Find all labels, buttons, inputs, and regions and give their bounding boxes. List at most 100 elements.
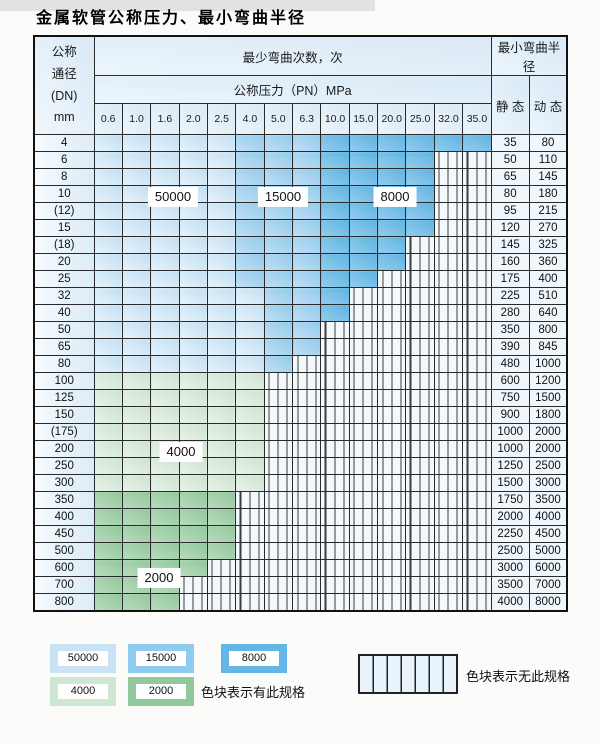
spec-cell bbox=[320, 236, 350, 254]
spec-cell bbox=[93, 474, 123, 492]
pressure-column-header: 5.0 bbox=[263, 103, 294, 135]
spec-cell bbox=[462, 253, 492, 271]
spec-cell bbox=[206, 270, 237, 288]
spec-cell bbox=[206, 389, 237, 407]
spec-cell bbox=[320, 355, 350, 373]
page-title: 金属软管公称压力、最小弯曲半径 bbox=[36, 10, 307, 27]
spec-cell bbox=[93, 304, 123, 322]
spec-cell bbox=[348, 389, 379, 407]
spec-cell bbox=[178, 355, 208, 373]
corner-line3: (DN) bbox=[51, 88, 78, 103]
spec-cell bbox=[348, 321, 379, 339]
spec-cell bbox=[150, 270, 180, 288]
spec-cell bbox=[433, 321, 464, 339]
spec-cell bbox=[93, 406, 123, 424]
spec-cell bbox=[178, 270, 208, 288]
corner-line2: 通径 bbox=[51, 66, 77, 81]
spec-cell bbox=[235, 304, 265, 322]
spec-cell bbox=[93, 491, 123, 509]
static-radius-cell: 1250 bbox=[490, 457, 530, 475]
spec-cell bbox=[93, 559, 123, 577]
table-row: (18) 145 325 bbox=[33, 236, 568, 254]
spec-cell bbox=[121, 372, 152, 390]
spec-cell bbox=[348, 559, 379, 577]
spec-cell bbox=[150, 304, 180, 322]
spec-cell bbox=[263, 372, 294, 390]
dynamic-radius-cell: 1000 bbox=[528, 355, 568, 373]
spec-cell bbox=[150, 423, 180, 441]
spec-cell bbox=[377, 236, 407, 254]
spec-cell bbox=[320, 304, 350, 322]
dynamic-radius-cell: 8000 bbox=[528, 593, 568, 611]
spec-cell bbox=[178, 236, 208, 254]
dn-cell: 400 bbox=[33, 508, 95, 526]
spec-cell bbox=[235, 576, 265, 594]
spec-cell bbox=[348, 576, 379, 594]
static-radius-cell: 2000 bbox=[490, 508, 530, 526]
spec-cell bbox=[462, 440, 492, 458]
legend-box-2000: 2000 bbox=[128, 677, 194, 706]
spec-cell bbox=[206, 236, 237, 254]
pressure-column-header: 2.5 bbox=[206, 103, 237, 135]
spec-cell bbox=[178, 151, 208, 169]
spec-cell bbox=[292, 168, 322, 186]
spec-cell bbox=[405, 321, 435, 339]
spec-cell bbox=[292, 270, 322, 288]
spec-cell bbox=[320, 542, 350, 560]
static-radius-cell: 900 bbox=[490, 406, 530, 424]
spec-cell bbox=[377, 525, 407, 543]
dynamic-column-header: 动 态 bbox=[528, 75, 568, 135]
dn-cell: 500 bbox=[33, 542, 95, 560]
spec-cell bbox=[292, 321, 322, 339]
spec-cell bbox=[121, 168, 152, 186]
spec-cell bbox=[121, 321, 152, 339]
dn-cell: 700 bbox=[33, 576, 95, 594]
spec-cell bbox=[121, 287, 152, 305]
spec-cell bbox=[348, 525, 379, 543]
spec-cell bbox=[377, 168, 407, 186]
spec-cell bbox=[377, 219, 407, 237]
spec-cell bbox=[405, 304, 435, 322]
spec-cell bbox=[348, 423, 379, 441]
table-row: 600 3000 6000 bbox=[33, 559, 568, 577]
spec-cell bbox=[206, 542, 237, 560]
spec-cell bbox=[121, 151, 152, 169]
legend-box-label: 4000 bbox=[70, 685, 96, 697]
spec-cell bbox=[121, 406, 152, 424]
spec-cell bbox=[462, 321, 492, 339]
spec-cell bbox=[235, 219, 265, 237]
static-radius-cell: 280 bbox=[490, 304, 530, 322]
table-row: 32 225 510 bbox=[33, 287, 568, 305]
spec-cell bbox=[348, 457, 379, 475]
spec-cell bbox=[433, 593, 464, 611]
dynamic-radius-cell: 110 bbox=[528, 151, 568, 169]
spec-cell bbox=[292, 474, 322, 492]
spec-cell bbox=[433, 457, 464, 475]
spec-cell bbox=[462, 134, 492, 152]
spec-cell bbox=[320, 389, 350, 407]
spec-cell bbox=[348, 219, 379, 237]
spec-cell bbox=[292, 457, 322, 475]
spec-cell bbox=[292, 236, 322, 254]
spec-cell bbox=[93, 134, 123, 152]
spec-cell bbox=[348, 440, 379, 458]
spec-cell bbox=[348, 134, 379, 152]
legend-box-label: 50000 bbox=[67, 652, 99, 664]
spec-cell bbox=[263, 406, 294, 424]
spec-cell bbox=[121, 593, 152, 611]
spec-cell bbox=[93, 576, 123, 594]
spec-cell bbox=[377, 389, 407, 407]
dn-cell: 350 bbox=[33, 491, 95, 509]
dynamic-radius-cell: 2000 bbox=[528, 440, 568, 458]
spec-cell bbox=[405, 508, 435, 526]
spec-cell bbox=[235, 593, 265, 611]
spec-cell bbox=[433, 559, 464, 577]
spec-cell bbox=[263, 236, 294, 254]
spec-cell bbox=[462, 219, 492, 237]
spec-cell bbox=[93, 372, 123, 390]
spec-cell bbox=[405, 525, 435, 543]
spec-cell bbox=[206, 321, 237, 339]
spec-cell bbox=[235, 168, 265, 186]
spec-cell bbox=[320, 406, 350, 424]
spec-cell bbox=[433, 576, 464, 594]
